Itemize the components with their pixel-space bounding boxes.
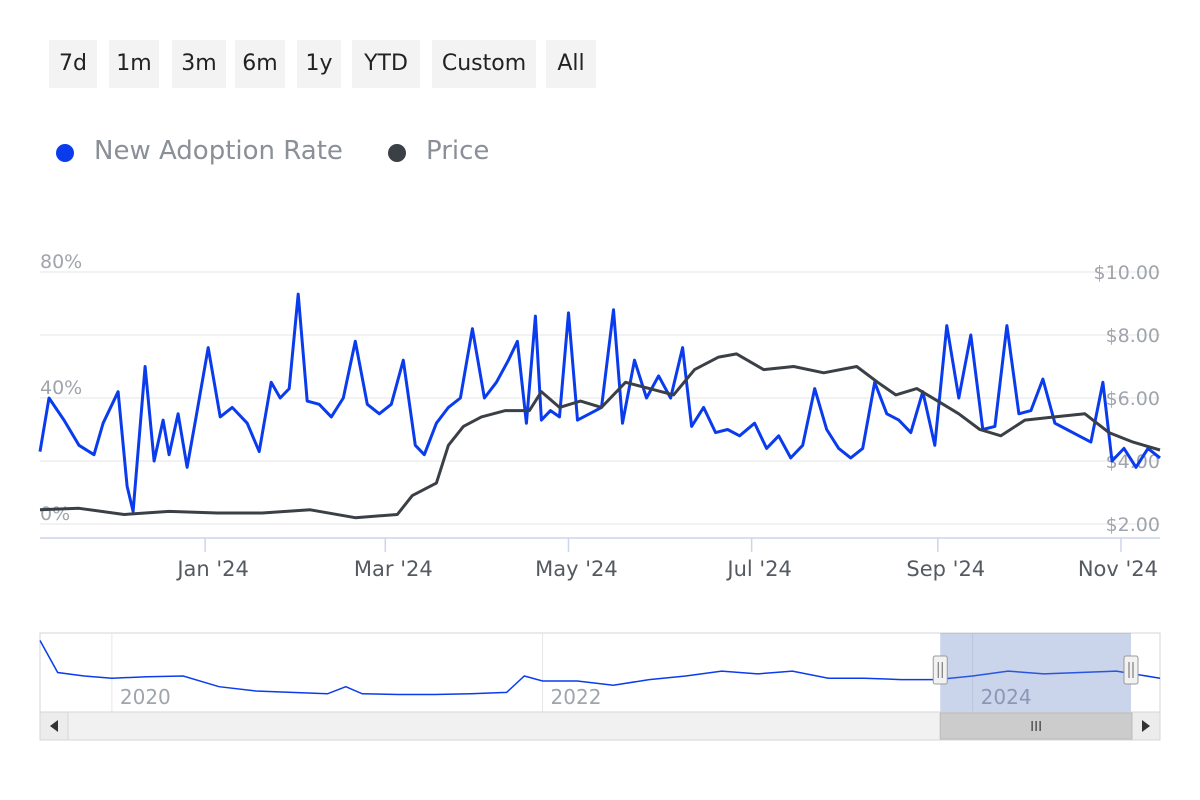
x-tick-label: Nov '24 [1078, 557, 1158, 581]
navigator-adoption-line [39, 640, 1161, 696]
y-left-tick-label: 80% [40, 251, 82, 273]
x-tick-label: Jul '24 [725, 557, 792, 581]
range-button-7d[interactable]: 7d [49, 40, 97, 88]
range-button-all[interactable]: All [546, 40, 596, 88]
navigator-handle-right[interactable] [1123, 655, 1139, 685]
range-button-custom[interactable]: Custom [432, 40, 536, 88]
x-tick-label: Sep '24 [906, 557, 985, 581]
adoption-rate-line [38, 292, 1161, 513]
navigator-tick-label: 2022 [551, 685, 602, 709]
navigator-tick-label: 2024 [981, 685, 1032, 709]
navigator-handle-left[interactable] [932, 655, 948, 685]
arrow-left-icon [50, 720, 58, 732]
x-tick-label: May '24 [535, 557, 618, 581]
y-right-tick-label: $10.00 [1094, 262, 1160, 284]
navigator-frame [39, 632, 1161, 713]
x-tick-label: Mar '24 [354, 557, 433, 581]
range-button-3m[interactable]: 3m [172, 40, 226, 88]
legend-marker [56, 144, 74, 162]
navigator-selection[interactable] [940, 633, 1131, 712]
range-button-1y[interactable]: 1y [297, 40, 341, 88]
range-button-ytd[interactable]: YTD [352, 40, 420, 88]
y-left-tick-label: 0% [40, 503, 70, 525]
y-left-tick-label: 40% [40, 377, 82, 399]
navigator-tick-label: 2020 [120, 685, 171, 709]
arrow-right-icon [1142, 720, 1150, 732]
price-line [39, 352, 1161, 520]
legend-label: New Adoption Rate [94, 136, 343, 166]
x-tick-label: Jan '24 [175, 557, 249, 581]
y-right-tick-label: $6.00 [1106, 388, 1160, 410]
legend-label: Price [426, 136, 490, 166]
legend-marker [388, 144, 406, 162]
y-right-tick-label: $2.00 [1106, 514, 1160, 536]
y-right-tick-label: $8.00 [1106, 325, 1160, 347]
range-button-1m[interactable]: 1m [109, 40, 159, 88]
range-button-6m[interactable]: 6m [235, 40, 285, 88]
